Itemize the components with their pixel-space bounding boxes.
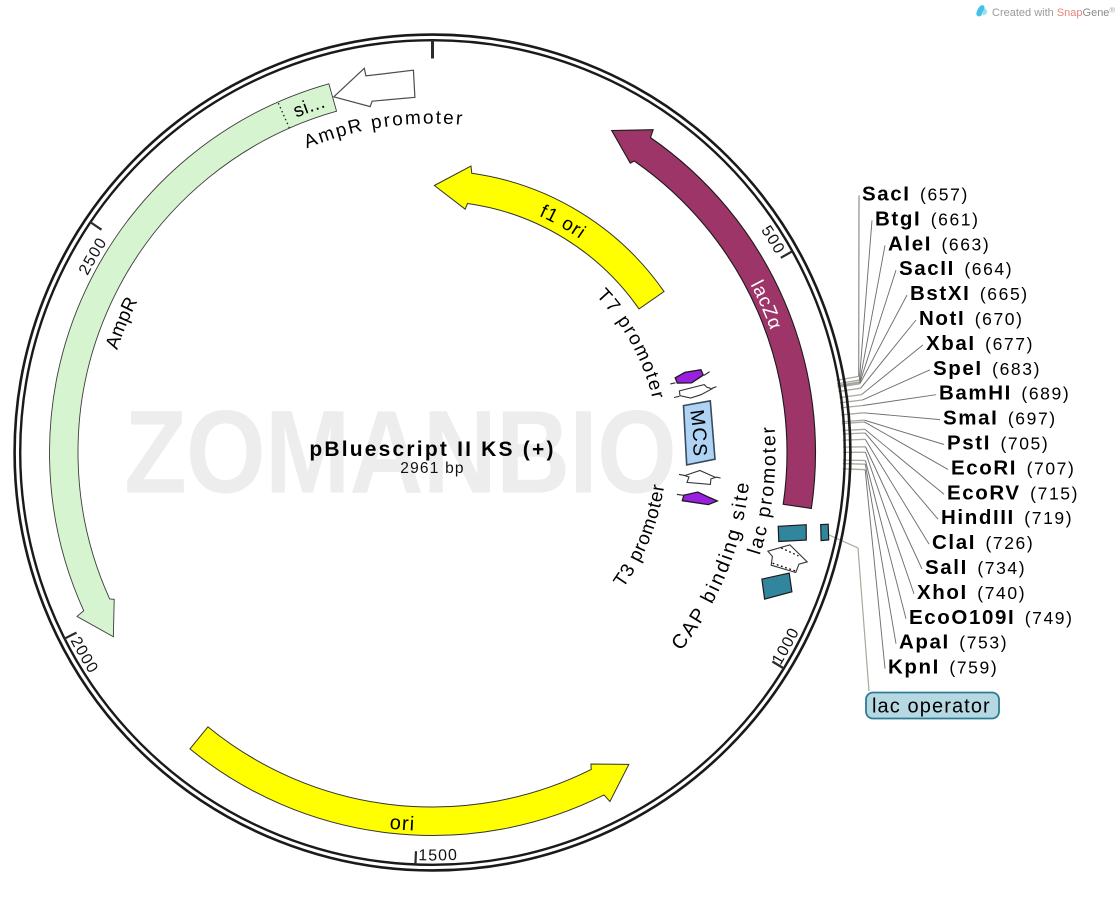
svg-text:EcoRV (715): EcoRV (715) (947, 481, 1079, 504)
svg-text:SacI (657): SacI (657) (862, 183, 969, 206)
svg-text:EcoO109I (749): EcoO109I (749) (909, 606, 1074, 629)
svg-text:XbaI (677): XbaI (677) (926, 332, 1034, 355)
svg-text:lac operator: lac operator (872, 696, 991, 718)
svg-text:ClaI (726): ClaI (726) (932, 531, 1034, 554)
svg-text:BamHI (689): BamHI (689) (939, 382, 1070, 405)
svg-text:1500: 1500 (418, 847, 458, 865)
svg-text:PstI (705): PstI (705) (947, 432, 1049, 455)
svg-text:2961 bp: 2961 bp (400, 460, 464, 477)
svg-text:XhoI (740): XhoI (740) (917, 581, 1026, 604)
svg-text:SalI (734): SalI (734) (925, 556, 1026, 579)
svg-text:MCS: MCS (685, 408, 710, 457)
svg-text:ApaI (753): ApaI (753) (899, 631, 1008, 654)
svg-text:pBluescript II KS (+): pBluescript II KS (+) (309, 438, 555, 461)
svg-text:BtgI (661): BtgI (661) (875, 207, 980, 230)
svg-text:NotI (670): NotI (670) (919, 307, 1024, 330)
svg-text:Created with SnapGene®: Created with SnapGene® (992, 6, 1115, 20)
svg-text:BstXI (665): BstXI (665) (910, 282, 1029, 305)
svg-text:SpeI (683): SpeI (683) (933, 357, 1041, 380)
svg-text:HindIII (719): HindIII (719) (941, 506, 1073, 529)
svg-text:AleI (663): AleI (663) (888, 232, 990, 255)
svg-text:KpnI (759): KpnI (759) (888, 656, 998, 679)
svg-text:EcoRI (707): EcoRI (707) (951, 456, 1075, 479)
svg-text:ori: ori (389, 812, 416, 836)
